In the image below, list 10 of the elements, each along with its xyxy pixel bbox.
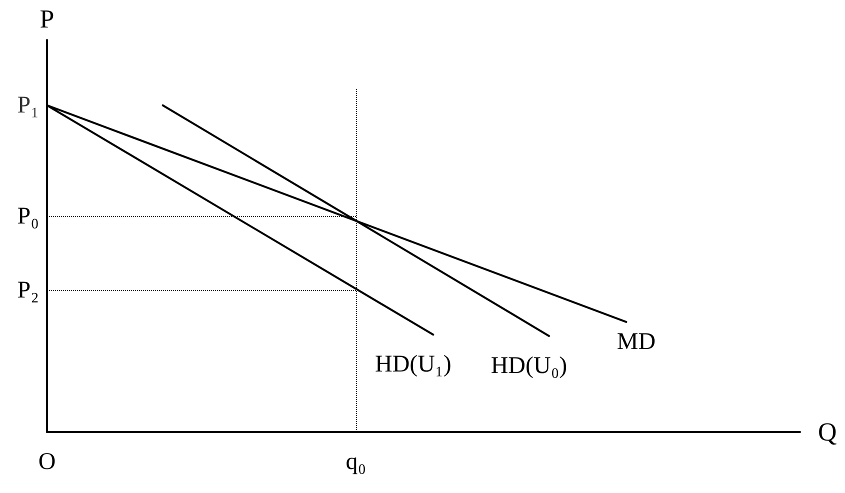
annotation: P₁ bbox=[17, 92, 39, 118]
ref-line-label: P₀ bbox=[17, 203, 39, 230]
x-tick-label: q₀ bbox=[346, 449, 366, 475]
x-axis-title: Q bbox=[818, 418, 837, 446]
series-label: HD(U₁) bbox=[374, 352, 452, 378]
series-label: HD(U₀) bbox=[490, 352, 568, 379]
series-label: MD bbox=[616, 328, 656, 355]
ref-line-label: P₂ bbox=[17, 278, 39, 304]
y-axis-title: P bbox=[40, 4, 54, 34]
x-tick-label: O bbox=[38, 449, 56, 475]
